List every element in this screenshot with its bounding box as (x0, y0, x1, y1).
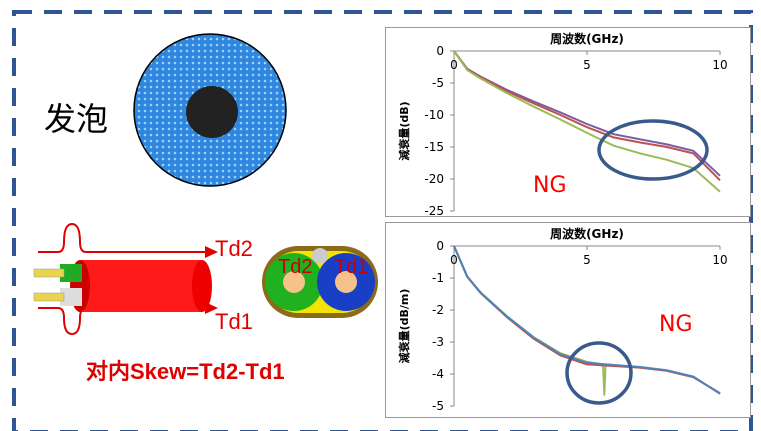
chart-panel-attenuation-per-meter: 周波数(GHz) 減衰量(dB/m) 0 -1 -2 -3 -4 -5 0 5 10 NG (385, 222, 751, 418)
y-tick-label: -20 (424, 172, 444, 186)
skew-formula: 对内Skew=Td2-Td1 (86, 359, 285, 384)
ng-annotation: NG (533, 173, 567, 198)
chart-title: 周波数(GHz) (550, 31, 624, 46)
series-line-2 (453, 50, 721, 182)
attenuation-chart: 周波数(GHz) 減衰量(dB) 0 -5 -10 -15 -20 -25 0 5 10 NG (397, 31, 728, 218)
y-axis-label: 減衰量(dB) (397, 101, 411, 160)
y-tick-label: -2 (432, 303, 444, 317)
x-tick-label: 10 (712, 253, 727, 267)
x-tick-label: 10 (712, 58, 727, 72)
x-tick-label: 0 (450, 58, 458, 72)
pair-td1-label: Td1 (334, 256, 369, 278)
y-axis-label: 減衰量(dB/m) (397, 289, 411, 364)
highlight-ring (597, 119, 709, 181)
td2-label: Td2 (215, 236, 253, 261)
x-tick-label: 5 (583, 253, 591, 267)
x-tick-label: 0 (450, 253, 458, 267)
y-tick-label: -5 (432, 399, 444, 413)
x-tick-label: 5 (583, 58, 591, 72)
y-tick-label: -15 (424, 140, 444, 154)
highlight-ring (565, 341, 633, 405)
foam-cross-section (133, 33, 287, 187)
y-tick-label: -4 (432, 367, 444, 381)
series-line-3 (453, 245, 721, 395)
y-tick-label: -10 (424, 108, 444, 122)
attenuation-per-meter-chart: 周波数(GHz) 減衰量(dB/m) 0 -1 -2 -3 -4 -5 0 5 10 NG (397, 226, 728, 413)
series-line-3 (453, 50, 721, 193)
y-tick-label: -3 (432, 335, 444, 349)
chart-panel-attenuation: 周波数(GHz) 減衰量(dB) 0 -5 -10 -15 -20 -25 0 5 10 NG (385, 27, 751, 218)
pair-cross-section (262, 246, 378, 318)
cable-illustration (33, 222, 218, 336)
y-tick-label: -5 (432, 76, 444, 90)
y-tick-label: 0 (436, 239, 444, 253)
pair-td2-label: Td2 (278, 256, 313, 278)
conductor-core (186, 86, 238, 138)
foam-label: 发泡 (44, 100, 109, 138)
td1-label: Td1 (215, 309, 253, 334)
y-tick-label: 0 (436, 44, 444, 58)
chart-title: 周波数(GHz) (550, 226, 624, 241)
y-tick-label: -1 (432, 271, 444, 285)
y-tick-label: -25 (424, 204, 444, 216)
ng-annotation: NG (659, 312, 693, 337)
